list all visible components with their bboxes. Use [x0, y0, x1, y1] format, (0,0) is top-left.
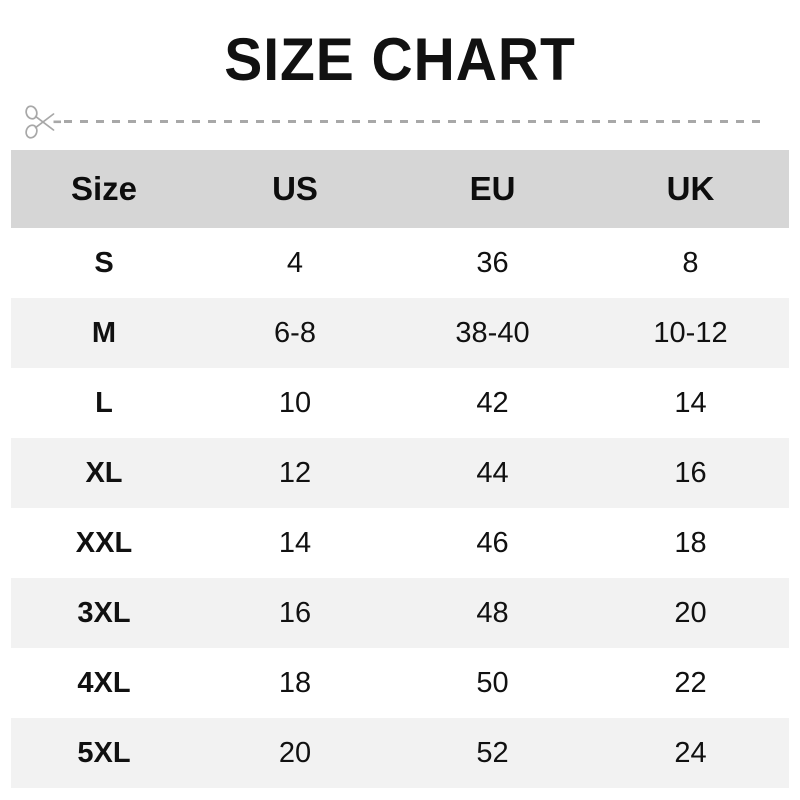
table-row: XXL 14 46 18 — [11, 508, 789, 578]
table-body: S 4 36 8 M 6-8 38-40 10-12 L 10 42 14 XL… — [11, 228, 789, 788]
cell-size: XXL — [11, 508, 197, 578]
scissors-icon — [22, 104, 62, 140]
cell-us: 18 — [197, 648, 393, 718]
cell-uk: 14 — [592, 368, 789, 438]
table-row: 3XL 16 48 20 — [11, 578, 789, 648]
cell-size: S — [11, 228, 197, 298]
size-chart-table: Size US EU UK S 4 36 8 M 6-8 38-40 10-12… — [11, 150, 789, 788]
table-row: S 4 36 8 — [11, 228, 789, 298]
page-title: SIZE CHART — [224, 26, 576, 93]
cell-eu: 52 — [393, 718, 592, 788]
cell-eu: 48 — [393, 578, 592, 648]
cell-uk: 8 — [592, 228, 789, 298]
cell-us: 6-8 — [197, 298, 393, 368]
column-header-us: US — [197, 150, 393, 228]
cell-uk: 16 — [592, 438, 789, 508]
cell-eu: 46 — [393, 508, 592, 578]
column-header-uk: UK — [592, 150, 789, 228]
cell-size: 5XL — [11, 718, 197, 788]
cell-us: 12 — [197, 438, 393, 508]
cell-eu: 36 — [393, 228, 592, 298]
cut-line — [16, 104, 776, 140]
cell-us: 16 — [197, 578, 393, 648]
cell-size: M — [11, 298, 197, 368]
table-row: M 6-8 38-40 10-12 — [11, 298, 789, 368]
cell-eu: 50 — [393, 648, 592, 718]
cell-size: 3XL — [11, 578, 197, 648]
cell-size: 4XL — [11, 648, 197, 718]
table-row: 4XL 18 50 22 — [11, 648, 789, 718]
table-header-row: Size US EU UK — [11, 150, 789, 228]
cell-uk: 18 — [592, 508, 789, 578]
cell-us: 10 — [197, 368, 393, 438]
cell-us: 4 — [197, 228, 393, 298]
cell-eu: 42 — [393, 368, 592, 438]
cell-size: XL — [11, 438, 197, 508]
table-row: XL 12 44 16 — [11, 438, 789, 508]
cell-uk: 22 — [592, 648, 789, 718]
cell-us: 14 — [197, 508, 393, 578]
table-header: Size US EU UK — [11, 150, 789, 228]
cell-uk: 10-12 — [592, 298, 789, 368]
table-row: L 10 42 14 — [11, 368, 789, 438]
cell-uk: 24 — [592, 718, 789, 788]
cell-eu: 44 — [393, 438, 592, 508]
column-header-size: Size — [11, 150, 197, 228]
column-header-eu: EU — [393, 150, 592, 228]
dashed-cut-line — [64, 120, 766, 123]
cell-size: L — [11, 368, 197, 438]
cell-uk: 20 — [592, 578, 789, 648]
table-row: 5XL 20 52 24 — [11, 718, 789, 788]
cell-us: 20 — [197, 718, 393, 788]
cell-eu: 38-40 — [393, 298, 592, 368]
